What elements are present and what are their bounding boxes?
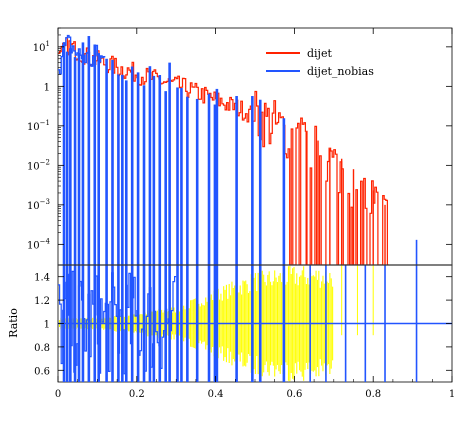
dijet-nobias-bin xyxy=(130,66,134,265)
ratio-axis-label: Ratio xyxy=(7,308,20,338)
dijet-nobias-bin xyxy=(168,62,171,265)
dijet-nobias-bin xyxy=(97,53,100,265)
x-tick-label: 0 xyxy=(55,389,61,400)
ratio-y-tick-label: 1 xyxy=(44,320,50,331)
dijet-nobias-bin xyxy=(136,72,140,265)
x-tick-label: 0.6 xyxy=(286,389,302,400)
legend: dijet dijet_nobias xyxy=(266,47,374,78)
dijet-nobias-histogram xyxy=(58,34,106,75)
x-tick-label: 0.4 xyxy=(208,389,224,400)
dijet-nobias-bin xyxy=(81,42,85,265)
dijet-nobias-bin xyxy=(213,104,217,265)
ratio-y-tick-label: 1.2 xyxy=(34,296,50,307)
y-tick-label: 10−4 xyxy=(27,237,51,251)
ratio-line xyxy=(58,270,177,375)
dijet-nobias-bin xyxy=(65,51,69,265)
legend-label-dijet-nobias: dijet_nobias xyxy=(307,65,374,78)
y-tick-exponent: −2 xyxy=(40,158,50,166)
dijet-nobias-bin xyxy=(180,88,183,265)
dijet-nobias-bin xyxy=(124,80,128,265)
dijet-nobias-bin xyxy=(93,44,97,265)
y-tick-exponent: −4 xyxy=(40,237,51,245)
dijet-nobias-bin xyxy=(77,52,81,265)
ratio-axes: 0.6 0.8 1 1.2 1.4 0 0.2 0.4 0.6 0.8 1 xyxy=(34,28,455,400)
x-tick-label: 0.8 xyxy=(365,389,381,400)
x-tick-label: 1 xyxy=(449,389,455,400)
ratio-y-tick-label: 1.4 xyxy=(34,273,50,284)
y-tick-label: 10−2 xyxy=(27,158,50,172)
dijet-nobias-bin xyxy=(207,93,211,265)
dijet-nobias-bin xyxy=(105,58,108,265)
dijet-nobias-bin xyxy=(158,75,162,265)
dijet-nobias-bin xyxy=(176,87,179,265)
ratio-y-tick-label: 0.6 xyxy=(34,366,50,377)
dijet-nobias-bin xyxy=(111,59,114,265)
dijet-nobias-bin xyxy=(235,96,238,265)
dijet-nobias-bin xyxy=(152,75,156,265)
dijet-nobias-bin xyxy=(164,91,167,265)
dijet-nobias-bin xyxy=(215,88,219,265)
x-tick-label: 0.2 xyxy=(129,389,145,400)
y-tick-exponent: 1 xyxy=(46,40,50,48)
dijet-nobias-bin xyxy=(258,99,262,265)
dijet-nobias-bin xyxy=(282,118,286,265)
dijet-nobias-bin xyxy=(195,98,199,265)
dijet-nobias-bin xyxy=(251,96,254,265)
top-data-layer xyxy=(58,34,418,265)
y-tick-label: 1 xyxy=(44,82,50,93)
y-tick-exponent: −3 xyxy=(40,198,50,206)
dijet-nobias-bin xyxy=(73,57,77,265)
dijet-nobias-bin xyxy=(121,74,124,265)
dijet-nobias-bin xyxy=(62,42,66,265)
dijet-nobias-bin xyxy=(69,48,72,265)
dijet-nobias-bin xyxy=(186,96,189,265)
y-tick-label: 10−1 xyxy=(27,119,50,133)
ratio-y-tick-label: 0.8 xyxy=(34,343,50,354)
dijet-nobias-bin xyxy=(117,74,120,265)
dijet-nobias-bin xyxy=(142,85,146,265)
y-tick-exponent: −1 xyxy=(40,119,50,127)
dijet-nobias-bin xyxy=(148,66,152,265)
legend-label-dijet: dijet xyxy=(307,47,332,60)
y-tick-label: 10−3 xyxy=(27,198,50,212)
dijet-nobias-bin xyxy=(87,36,91,265)
y-tick-label: 101 xyxy=(33,40,50,54)
